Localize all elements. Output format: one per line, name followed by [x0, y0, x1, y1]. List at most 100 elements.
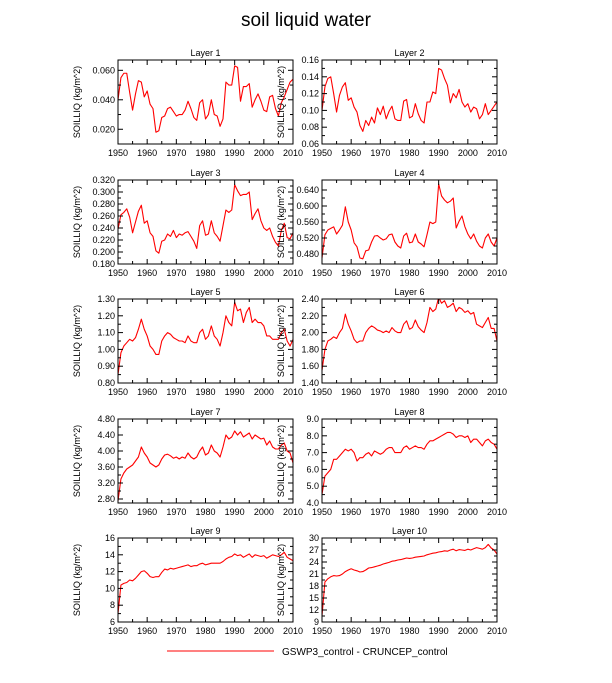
y-tick-label: 1.20 [97, 311, 115, 321]
y-axis-label: SOILLIQ (kg/m^2) [72, 186, 82, 258]
panel-3: Layer 3 1950 1960 1970 1980 1990 2000 2010 0.180… [72, 168, 303, 278]
y-tick-label: 0.200 [92, 247, 115, 257]
y-tick-label: 2.20 [301, 311, 319, 321]
x-tick-label: 1990 [225, 148, 245, 158]
x-tick-label: 1990 [225, 507, 245, 517]
y-tick-label: 6 [110, 617, 115, 627]
legend-label: GSWP3_control - CRUNCEP_control [282, 647, 448, 658]
y-tick-label: 24 [309, 557, 319, 567]
x-tick-label: 1990 [429, 626, 449, 636]
y-axis-label: SOILLIQ (kg/m^2) [276, 66, 286, 138]
y-axis-label: SOILLIQ (kg/m^2) [276, 544, 286, 616]
x-tick-label: 2000 [254, 626, 274, 636]
x-tick-label: 1950 [312, 626, 332, 636]
x-tick-label: 1960 [341, 148, 361, 158]
x-tick-label: 1990 [429, 387, 449, 397]
y-tick-label: 0.06 [301, 139, 319, 149]
panel-grid: Layer 1 1950 1960 1970 1980 1990 2000 2010 0.020… [72, 48, 507, 636]
x-tick-label: 2010 [283, 148, 303, 158]
y-tick-label: 2.40 [301, 294, 319, 304]
x-tick-label: 1980 [195, 148, 215, 158]
panel-title: Layer 6 [394, 287, 424, 297]
x-tick-label: 1950 [108, 507, 128, 517]
x-tick-label: 1960 [137, 268, 157, 278]
y-tick-label: 14 [105, 550, 115, 560]
y-tick-label: 0.90 [97, 361, 115, 371]
y-tick-label: 9 [314, 617, 319, 627]
x-tick-label: 1970 [370, 268, 390, 278]
series-line [118, 301, 293, 375]
panel-1: Layer 1 1950 1960 1970 1980 1990 2000 2010 0.020… [72, 48, 303, 158]
x-tick-label: 1990 [429, 507, 449, 517]
y-tick-label: 0.10 [301, 105, 319, 115]
x-tick-label: 2000 [254, 268, 274, 278]
plot-frame [321, 418, 498, 504]
y-tick-label: 0.220 [92, 235, 115, 245]
y-tick-label: 0.180 [92, 259, 115, 269]
x-tick-label: 1970 [166, 507, 186, 517]
plot-frame [117, 537, 294, 623]
series-line [322, 299, 497, 371]
panel-title: Layer 10 [392, 526, 427, 536]
x-tick-label: 2000 [458, 268, 478, 278]
x-tick-label: 1960 [137, 148, 157, 158]
y-axis-label: SOILLIQ (kg/m^2) [276, 186, 286, 258]
y-tick-label: 4.00 [97, 446, 115, 456]
y-tick-label: 1.40 [301, 378, 319, 388]
x-tick-label: 1970 [166, 387, 186, 397]
plot-frame [117, 59, 294, 145]
x-tick-label: 1960 [341, 626, 361, 636]
y-tick-label: 0.020 [92, 124, 115, 134]
x-tick-label: 1950 [108, 268, 128, 278]
y-tick-label: 9.0 [306, 414, 319, 424]
plot-frame [117, 418, 294, 504]
x-tick-label: 2000 [458, 148, 478, 158]
x-tick-label: 1980 [195, 507, 215, 517]
panel-title: Layer 5 [190, 287, 220, 297]
series-line [322, 543, 497, 617]
y-axis-label: SOILLIQ (kg/m^2) [72, 425, 82, 497]
y-tick-label: 0.560 [296, 217, 319, 227]
figure-title: soil liquid water [241, 10, 372, 31]
panel-10: Layer 10 1950 1960 1970 1980 1990 2000 2010 9 12 1… [276, 526, 507, 636]
y-tick-label: 0.280 [92, 199, 115, 209]
y-tick-label: 1.00 [97, 344, 115, 354]
y-axis-label: SOILLIQ (kg/m^2) [276, 425, 286, 497]
x-tick-label: 1950 [108, 626, 128, 636]
x-tick-label: 2010 [283, 507, 303, 517]
x-tick-label: 1980 [195, 626, 215, 636]
series-line [322, 67, 497, 132]
y-tick-label: 16 [105, 533, 115, 543]
y-tick-label: 5.0 [306, 481, 319, 491]
x-tick-label: 1980 [195, 268, 215, 278]
x-tick-label: 1980 [399, 507, 419, 517]
y-tick-label: 0.320 [92, 175, 115, 185]
y-tick-label: 0.240 [92, 223, 115, 233]
y-tick-label: 1.80 [301, 344, 319, 354]
panel-7: Layer 7 1950 1960 1970 1980 1990 2000 2010 2.80 3… [72, 407, 303, 517]
x-tick-label: 1990 [429, 268, 449, 278]
y-tick-label: 0.300 [92, 187, 115, 197]
plot-frame [117, 298, 294, 384]
x-tick-label: 1980 [399, 626, 419, 636]
series-line [118, 65, 293, 133]
x-tick-label: 2010 [283, 387, 303, 397]
x-tick-label: 1970 [370, 507, 390, 517]
panel-title: Layer 8 [394, 407, 424, 417]
panel-9: Layer 9 1950 1960 1970 1980 1990 2000 2010 6 8 10 1… [72, 526, 303, 636]
x-tick-label: 1970 [166, 268, 186, 278]
x-tick-label: 2000 [458, 507, 478, 517]
x-tick-label: 1970 [370, 148, 390, 158]
x-tick-label: 2000 [254, 387, 274, 397]
y-tick-label: 1.10 [97, 328, 115, 338]
panel-title: Layer 9 [190, 526, 220, 536]
panel-title: Layer 4 [394, 168, 424, 178]
x-tick-label: 2010 [487, 626, 507, 636]
x-tick-label: 1980 [399, 148, 419, 158]
y-tick-label: 3.20 [97, 478, 115, 488]
x-tick-label: 2010 [487, 387, 507, 397]
series-line [322, 431, 497, 495]
